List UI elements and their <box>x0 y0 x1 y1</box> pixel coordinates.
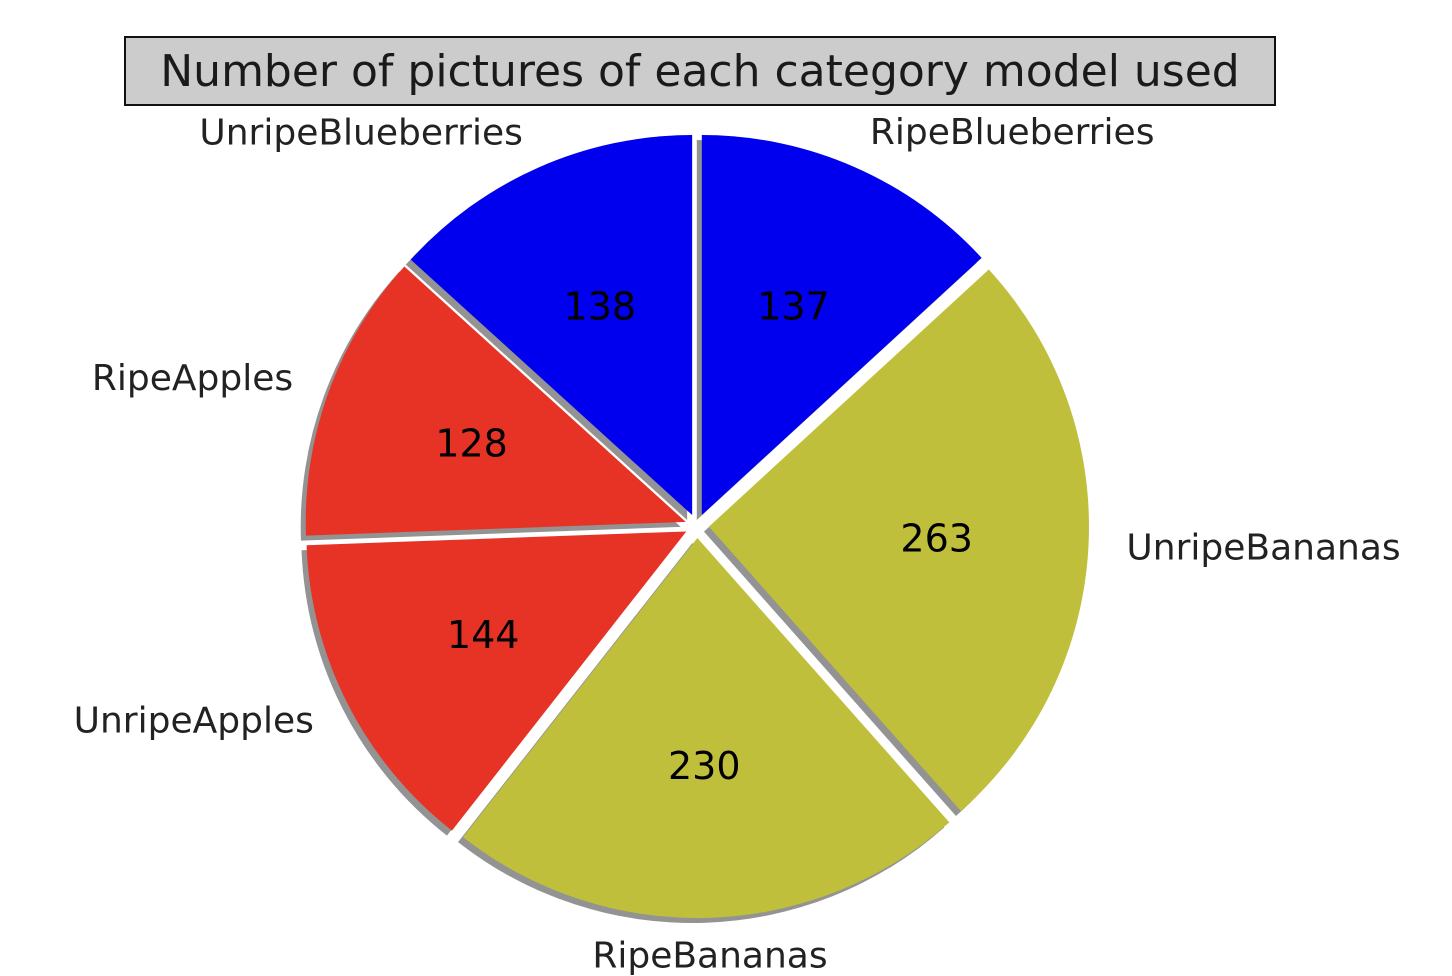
value-label-ripe-blueberries: 137 <box>757 284 830 328</box>
value-label-ripe-apples: 128 <box>435 422 508 466</box>
pie-slice-unripe-bananas <box>708 269 1089 812</box>
value-label-ripe-bananas: 230 <box>668 744 741 788</box>
value-label-unripe-apples: 144 <box>447 613 520 657</box>
slice-label-ripe-blueberries: RipeBlueberries <box>870 112 1155 153</box>
pie-slice-unripe-blueberries <box>410 135 693 516</box>
chart-title: Number of pictures of each category mode… <box>124 36 1276 106</box>
value-label-unripe-blueberries: 138 <box>564 285 637 329</box>
slice-label-ripe-bananas: RipeBananas <box>592 935 827 976</box>
slice-label-unripe-bananas: UnripeBananas <box>1126 528 1400 569</box>
pie-slice-ripe-blueberries <box>701 135 982 516</box>
pie-slice-unripe-apples <box>306 531 687 831</box>
value-label-unripe-bananas: 263 <box>900 516 973 560</box>
slice-label-unripe-blueberries: UnripeBlueberries <box>199 112 523 153</box>
pie-slice-ripe-bananas <box>463 537 950 918</box>
slice-label-unripe-apples: UnripeApples <box>74 701 314 742</box>
slice-label-ripe-apples: RipeApples <box>92 358 293 399</box>
pie-slice-ripe-apples <box>305 266 686 536</box>
